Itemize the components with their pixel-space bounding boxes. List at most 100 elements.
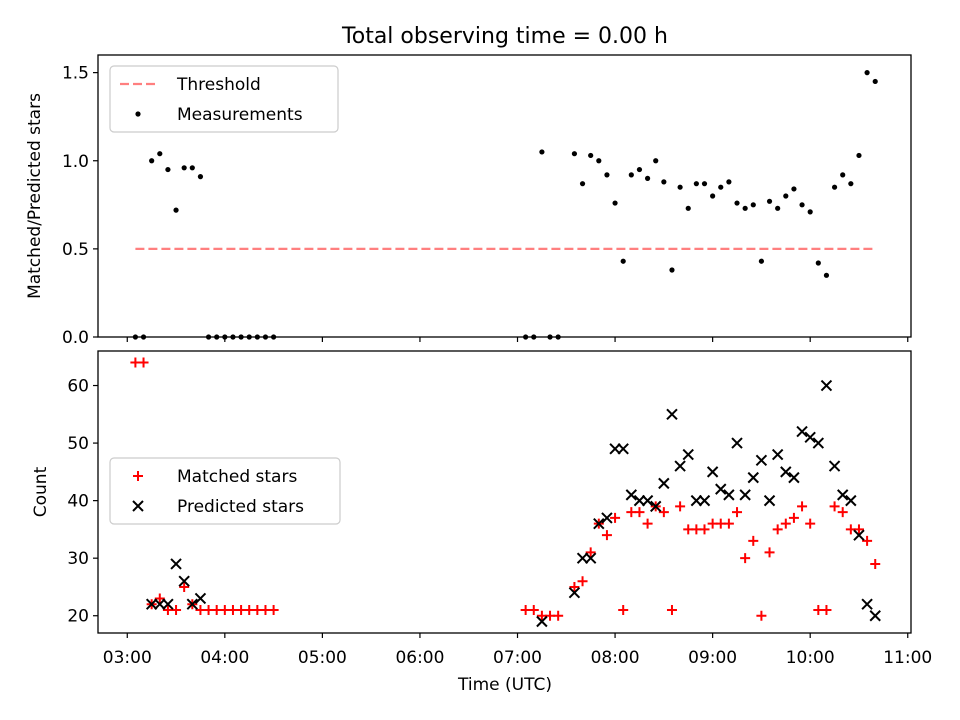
ratio-panel: 0.0 0.5 1.0 1.5 Matched/Predicted stars Thr… — [25, 54, 912, 348]
measurement-point — [734, 200, 740, 206]
matched-stars-point — [528, 604, 539, 615]
matched-stars-point — [797, 501, 808, 512]
measurement-point — [661, 179, 667, 185]
count-y-axis-label: Count — [31, 466, 51, 517]
predicted-stars-point — [593, 517, 605, 530]
legend-predicted-label: Predicted stars — [177, 497, 304, 517]
count-plot-area — [130, 357, 881, 628]
predicted-stars-point — [828, 460, 841, 472]
measurement-point — [799, 202, 805, 208]
matched-stars-point — [642, 518, 653, 529]
ratio-y-tick-label: 0.0 — [62, 328, 89, 348]
predicted-stars-point — [170, 558, 182, 570]
legend-measurements-swatch — [135, 111, 141, 117]
matched-stars-point — [748, 535, 759, 546]
count-x-tick-label: 04:00 — [200, 648, 249, 668]
predicted-stars-point — [869, 610, 881, 622]
count-y-axis: 20 30 40 50 60 — [67, 377, 98, 627]
predicted-stars-point — [625, 489, 638, 501]
predicted-stars-point — [723, 489, 735, 501]
matched-stars-point — [870, 558, 881, 569]
predicted-stars-point — [674, 460, 686, 472]
matched-stars-point — [618, 604, 629, 615]
ratio-y-axis: 0.0 0.5 1.0 1.5 — [62, 64, 98, 348]
measurement-point — [604, 172, 610, 178]
matched-stars-point — [756, 610, 767, 621]
predicted-stars-point — [698, 494, 711, 507]
measurement-point — [596, 158, 602, 164]
measurement-point — [710, 193, 716, 199]
ratio-legend: Threshold Measurements — [109, 65, 339, 133]
measurement-point — [149, 158, 155, 164]
predicted-stars-point — [601, 512, 613, 524]
count-x-tick-label: 05:00 — [298, 648, 347, 668]
measurement-point — [831, 184, 838, 190]
matched-stars-point — [610, 512, 621, 523]
legend-predicted-swatch — [132, 500, 144, 512]
matched-stars-point — [268, 604, 279, 615]
predicted-stars-point — [771, 448, 784, 461]
count-x-tick-label: 03:00 — [103, 648, 152, 668]
matched-stars-point — [780, 518, 791, 529]
measurement-point — [701, 181, 708, 187]
measurement-point — [571, 151, 578, 157]
legend-measurements-label: Measurements — [177, 105, 303, 125]
predicted-stars-point — [690, 494, 703, 507]
measurement-point — [726, 179, 732, 185]
matched-stars-point — [171, 604, 182, 615]
measurement-point — [539, 149, 545, 155]
predicted-stars-point — [145, 598, 158, 610]
predicted-stars-point — [576, 552, 589, 564]
predicted-stars-point — [666, 408, 678, 421]
predicted-stars-point — [845, 494, 857, 507]
predicted-stars-point — [162, 598, 174, 610]
matched-stars-point — [138, 357, 149, 368]
predicted-stars-point — [584, 552, 597, 564]
legend-box — [109, 65, 339, 133]
predicted-stars-point — [706, 466, 719, 478]
predicted-stars-point — [650, 500, 662, 513]
measurement-point — [758, 258, 765, 264]
count-panel: 20 30 40 50 60 03:00 04:00 05:00 06:00 07:00 08:0… — [31, 350, 932, 668]
measurement-point — [685, 205, 691, 211]
matched-stars-point — [577, 576, 588, 587]
ratio-y-axis-label: Matched/Predicted stars — [25, 93, 45, 299]
matched-stars-point — [772, 524, 783, 535]
measurement-point — [181, 165, 187, 171]
matched-stars-point — [675, 501, 686, 512]
measurement-point — [644, 175, 651, 181]
measurement-point — [693, 181, 699, 187]
predicted-stars-point — [731, 437, 743, 449]
matched-stars-point — [553, 610, 564, 621]
predicted-stars-point — [747, 471, 759, 484]
predicted-stars-point — [682, 448, 694, 461]
ratio-plot-area — [132, 70, 878, 340]
measurement-point — [840, 172, 846, 178]
predicted-stars-point — [641, 494, 654, 507]
measurement-point — [783, 193, 789, 199]
predicted-stars-point — [154, 598, 166, 610]
measurement-point — [791, 186, 797, 192]
count-x-tick-label: 11:00 — [883, 648, 932, 668]
matched-stars-point — [666, 604, 677, 615]
measurement-point — [173, 207, 179, 213]
ratio-y-tick-label: 1.5 — [62, 64, 89, 84]
matched-stars-point — [829, 501, 840, 512]
matched-stars-point — [805, 518, 816, 529]
predicted-stars-point — [739, 489, 751, 501]
measurement-point — [815, 260, 821, 266]
matched-stars-point — [862, 535, 873, 546]
figure-title: Total observing time = 0.00 h — [341, 24, 668, 49]
matched-stars-point — [723, 518, 734, 529]
count-x-tick-label: 07:00 — [493, 648, 542, 668]
measurement-point — [189, 165, 195, 171]
measurement-point — [750, 202, 756, 208]
count-y-tick-label: 20 — [67, 607, 89, 627]
measurement-point — [588, 152, 594, 159]
legend-box — [109, 457, 341, 525]
matched-stars-point — [585, 547, 596, 558]
ratio-x-ticks — [126, 337, 909, 342]
count-x-tick-label: 09:00 — [688, 648, 737, 668]
count-x-tick-label: 08:00 — [591, 648, 640, 668]
measurement-point — [718, 184, 724, 190]
